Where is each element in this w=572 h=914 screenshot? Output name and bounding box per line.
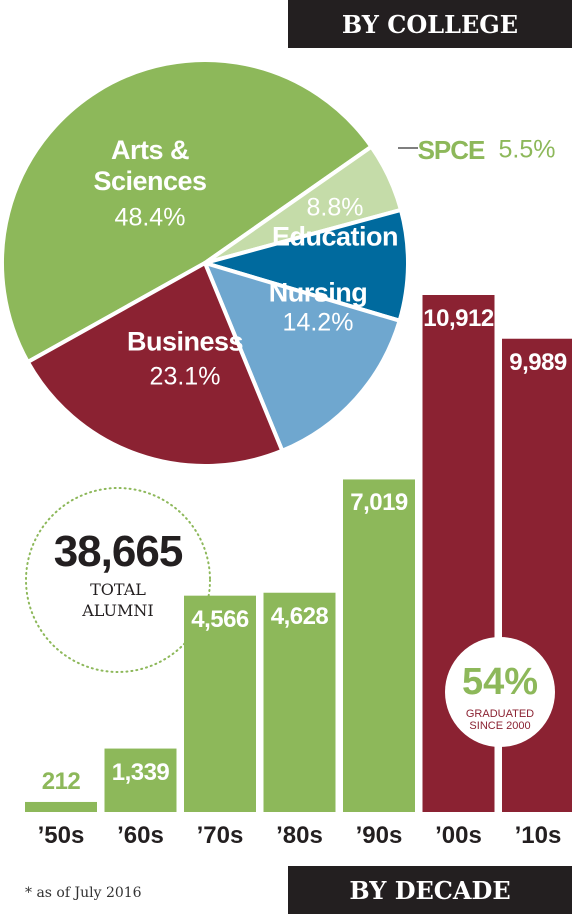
x-tick-label: ’80s xyxy=(276,822,323,849)
slice-name: Education xyxy=(271,221,399,252)
x-tick-label: ’90s xyxy=(355,822,403,849)
x-tick-label: ’60s xyxy=(117,822,164,849)
share-label: GRADUATED SINCE 2000 xyxy=(465,708,535,732)
slice-name: Nursing xyxy=(268,277,368,308)
pie-slice xyxy=(203,261,402,453)
slice-value: 48.4% xyxy=(114,203,186,232)
share-circle xyxy=(445,637,555,747)
bar-title: BY DECADE xyxy=(288,866,572,914)
bar-value: 10,912 xyxy=(423,305,494,332)
footnote: * as of July 2016 xyxy=(25,885,142,901)
bar xyxy=(104,748,177,812)
slice-name: SPCE xyxy=(417,135,486,165)
bar-value: 7,019 xyxy=(350,489,408,517)
pie-slice xyxy=(0,58,374,365)
bar-value: 1,339 xyxy=(111,758,170,786)
bar xyxy=(25,801,97,812)
bar-value: 9,989 xyxy=(509,348,567,376)
bar xyxy=(263,592,336,812)
slice-name: Business xyxy=(126,326,244,357)
slice-value: 23.1% xyxy=(149,362,221,391)
pie-title: BY COLLEGE xyxy=(288,0,572,48)
bar xyxy=(343,479,415,812)
x-tick-label: ’10s xyxy=(514,822,562,849)
bar-value: 4,628 xyxy=(270,602,329,630)
total-label: TOTAL ALUMNI xyxy=(82,580,154,620)
total-circle xyxy=(25,487,211,673)
pie-slice xyxy=(25,261,285,468)
slice-value: 14.2% xyxy=(282,308,354,337)
share-number: 54% xyxy=(461,661,539,703)
bar-value: 212 xyxy=(41,767,81,795)
x-tick-label: ’00s xyxy=(435,822,482,849)
x-tick-label: ’70s xyxy=(196,822,244,849)
pie-slice xyxy=(203,207,410,323)
slice-value: 8.8% xyxy=(306,193,364,222)
total-number: 38,665 xyxy=(53,527,184,576)
bar xyxy=(184,595,256,812)
slice-name: Arts & Sciences xyxy=(93,135,207,196)
bar-value: 4,566 xyxy=(191,605,249,633)
slice-value: 5.5% xyxy=(498,135,556,164)
x-tick-label: ’50s xyxy=(37,822,85,849)
